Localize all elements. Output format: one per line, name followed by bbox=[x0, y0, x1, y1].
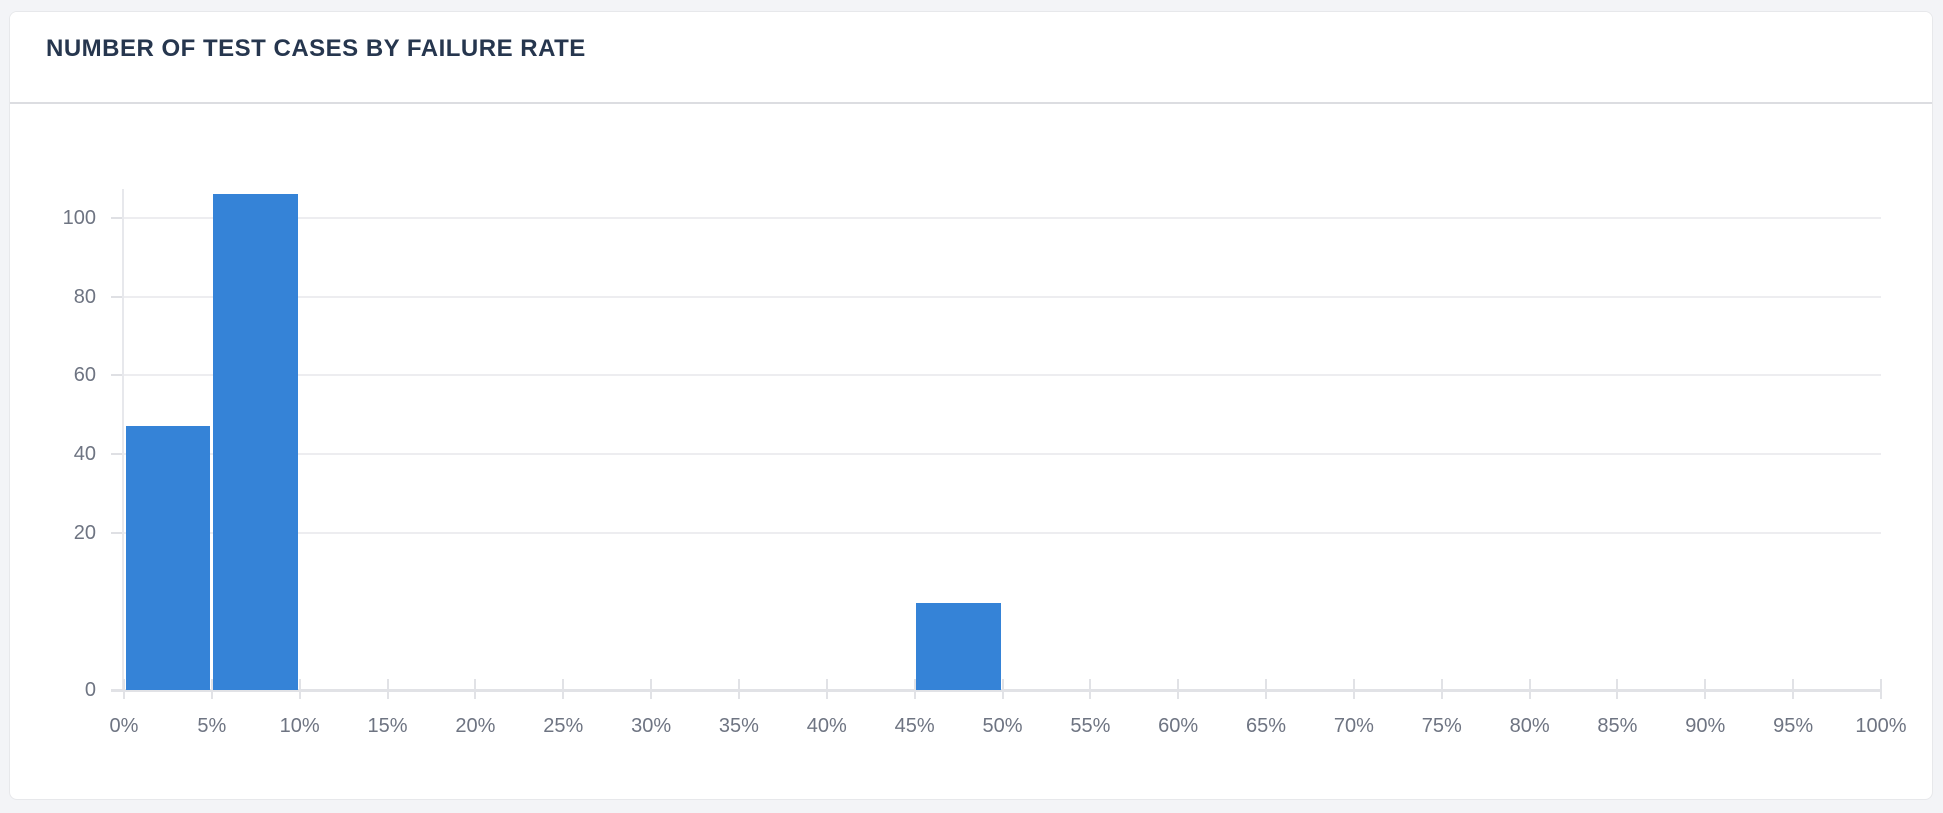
y-gridline bbox=[124, 374, 1881, 377]
bar-chart-canvas: 0 20 40 60 80 100 0% 5% 10% 15% 20% 25% 30% 35% 40% 45%… bbox=[10, 12, 1932, 799]
y-gridline bbox=[124, 216, 1881, 219]
y-gridline bbox=[124, 295, 1881, 298]
y-tick-label: 80 bbox=[73, 285, 96, 308]
y-tick-label: 40 bbox=[73, 442, 96, 465]
x-tick-label: 90% bbox=[1685, 715, 1726, 737]
y-tick bbox=[111, 531, 124, 534]
x-tick-label: 10% bbox=[279, 715, 320, 737]
x-tick bbox=[1880, 679, 1882, 699]
x-tick bbox=[474, 679, 477, 699]
x-tick-label: 55% bbox=[1070, 715, 1111, 737]
x-tick bbox=[562, 679, 565, 699]
x-tick bbox=[1089, 679, 1092, 699]
x-tick-label: 50% bbox=[982, 715, 1023, 737]
widget-title: NUMBER OF TEST CASES BY FAILURE RATE bbox=[46, 35, 586, 62]
x-tick bbox=[1704, 679, 1707, 699]
x-tick-label: 85% bbox=[1597, 715, 1638, 737]
y-tick bbox=[111, 295, 124, 298]
x-tick bbox=[825, 679, 828, 699]
x-tick-label: 15% bbox=[367, 715, 408, 737]
x-tick-label: 0% bbox=[109, 715, 139, 737]
x-tick-label: 25% bbox=[543, 715, 584, 737]
x-tick bbox=[1265, 679, 1268, 699]
x-tick-label: 45% bbox=[894, 715, 935, 737]
x-tick bbox=[1528, 679, 1531, 699]
x-axis-line bbox=[111, 689, 1881, 692]
y-gridline bbox=[124, 531, 1881, 534]
x-tick-label: 30% bbox=[631, 715, 672, 737]
y-tick bbox=[111, 452, 124, 455]
y-tick bbox=[111, 216, 124, 219]
x-tick bbox=[386, 679, 389, 699]
x-tick-label: 100% bbox=[1855, 715, 1907, 737]
x-tick-label: 35% bbox=[718, 715, 759, 737]
x-tick-label: 80% bbox=[1509, 715, 1550, 737]
x-tick-label: 20% bbox=[455, 715, 496, 737]
x-tick bbox=[1616, 679, 1619, 699]
x-tick-label: 40% bbox=[806, 715, 847, 737]
x-tick bbox=[1440, 679, 1443, 699]
x-tick bbox=[1352, 679, 1355, 699]
y-tick-label: 60 bbox=[73, 364, 96, 387]
y-tick-label: 100 bbox=[62, 206, 96, 229]
x-tick bbox=[1177, 679, 1180, 699]
x-tick bbox=[913, 679, 916, 699]
x-tick bbox=[737, 679, 740, 699]
y-tick-label: 0 bbox=[84, 679, 96, 701]
x-tick-label: 5% bbox=[197, 715, 227, 737]
x-tick bbox=[650, 679, 653, 699]
x-tick-label: 70% bbox=[1333, 715, 1374, 737]
x-tick bbox=[210, 679, 213, 699]
x-tick-label: 65% bbox=[1246, 715, 1287, 737]
x-tick-label: 60% bbox=[1158, 715, 1199, 737]
x-tick bbox=[1001, 679, 1004, 699]
histogram-bar[interactable] bbox=[916, 603, 1001, 690]
widget-card: NUMBER OF TEST CASES BY FAILURE RATE 0 20… bbox=[9, 11, 1933, 800]
y-tick-label: 20 bbox=[73, 521, 96, 544]
y-axis-line bbox=[122, 189, 124, 690]
x-tick-label: 75% bbox=[1421, 715, 1462, 737]
x-tick bbox=[298, 679, 301, 699]
x-tick-label: 95% bbox=[1773, 715, 1814, 737]
histogram-bar[interactable] bbox=[125, 426, 211, 690]
histogram-bar[interactable] bbox=[213, 194, 299, 690]
y-tick bbox=[111, 374, 124, 377]
x-tick bbox=[123, 679, 125, 699]
y-gridline bbox=[124, 452, 1881, 455]
x-tick bbox=[1792, 679, 1795, 699]
widget-header: NUMBER OF TEST CASES BY FAILURE RATE bbox=[10, 12, 1932, 104]
